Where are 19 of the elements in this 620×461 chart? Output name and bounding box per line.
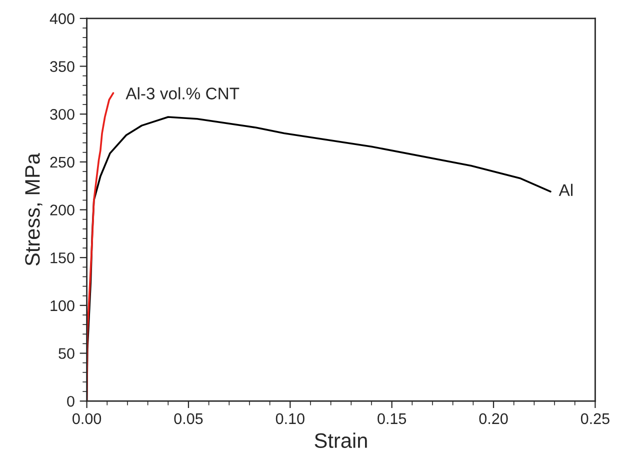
y-tick-label: 300 — [50, 108, 74, 120]
y-tick-label: 250 — [50, 156, 74, 168]
y-tick-label: 150 — [50, 252, 74, 264]
y-tick-label: 50 — [58, 348, 74, 359]
x-axis-title: Strain — [314, 432, 367, 448]
x-tick-label: 0.05 — [174, 413, 203, 424]
annotation: Al — [558, 184, 572, 196]
y-tick-label: 200 — [50, 204, 74, 216]
y-tick-label: 0 — [67, 396, 74, 407]
y-tick-label: 400 — [50, 13, 74, 24]
x-tick-label: 0.15 — [378, 413, 406, 424]
x-tick-label: 0.00 — [72, 413, 102, 424]
x-tick-label: 0.10 — [276, 413, 304, 424]
y-axis-title: Stress, MPa — [25, 153, 42, 266]
x-tick-label: 0.20 — [479, 413, 508, 424]
x-tick-label: 0.25 — [580, 413, 610, 424]
y-tick-label: 350 — [50, 61, 74, 72]
y-tick-label: 100 — [50, 300, 74, 312]
annotation: Al-3 vol.% CNT — [126, 87, 240, 100]
